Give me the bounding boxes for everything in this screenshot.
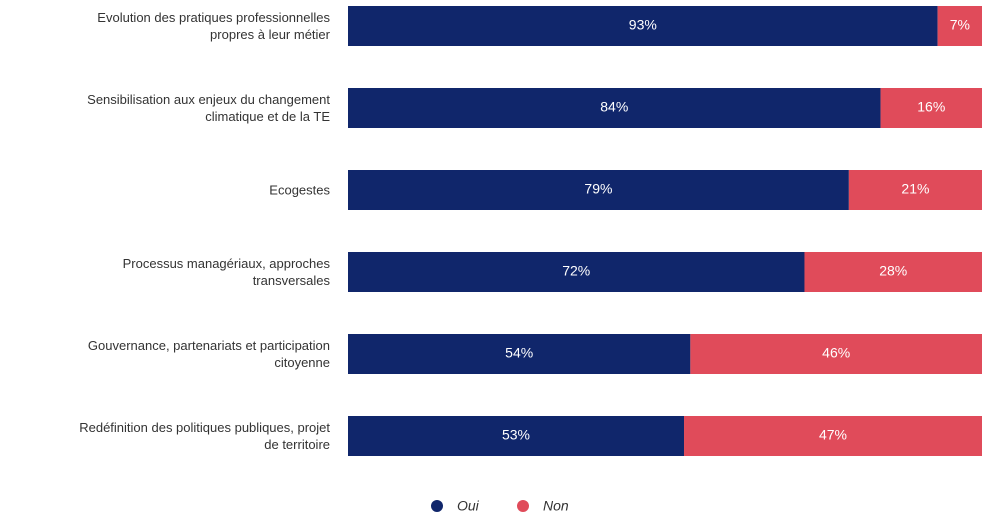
legend-label: Oui <box>457 498 480 514</box>
bar-segment <box>690 334 982 374</box>
bar-segment <box>348 170 849 210</box>
value-label: 79% <box>584 181 612 197</box>
legend-swatch <box>431 500 443 512</box>
value-label: 28% <box>879 263 907 279</box>
category-label: Processus managériaux, approches transve… <box>122 256 330 288</box>
value-label: 21% <box>901 181 929 197</box>
bar-segment <box>804 252 982 292</box>
bar-segment <box>348 252 805 292</box>
value-label: 93% <box>629 17 657 33</box>
bar-segment <box>348 6 938 46</box>
bar-segment <box>348 88 881 128</box>
value-label: 84% <box>600 99 628 115</box>
category-label: Ecogestes <box>269 182 330 198</box>
value-label: 47% <box>819 427 847 443</box>
value-label: 72% <box>562 263 590 279</box>
value-label: 54% <box>505 345 533 361</box>
value-label: 53% <box>502 427 530 443</box>
category-label: Evolution des pratiques professionnelles… <box>97 10 330 42</box>
bar-segment <box>684 416 982 456</box>
legend-label: Non <box>543 498 569 514</box>
value-label: 46% <box>822 345 850 361</box>
bar-segment <box>848 170 982 210</box>
category-label: Redéfinition des politiques publiques, p… <box>79 420 330 452</box>
value-label: 16% <box>917 99 945 115</box>
value-label: 7% <box>950 17 970 33</box>
bar-segment <box>348 416 685 456</box>
bar-segment <box>348 334 691 374</box>
legend-swatch <box>517 500 529 512</box>
bar-segment <box>937 6 982 46</box>
bar-segment <box>880 88 982 128</box>
category-label: Sensibilisation aux enjeux du changement… <box>87 92 330 124</box>
category-label: Gouvernance, partenariats et participati… <box>87 338 330 370</box>
